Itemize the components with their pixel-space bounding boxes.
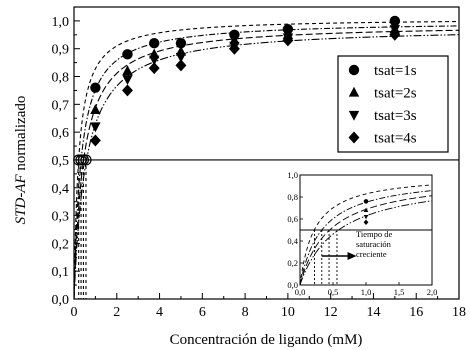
legend: tsat=1s tsat=2s tsat=3s tsat=4s [337, 55, 449, 153]
y-axis-label-suffix: normalizado [13, 96, 29, 175]
inset-x-tick-label: 0,5 [328, 287, 339, 297]
inset-x-tick-label: 2,0 [427, 287, 438, 297]
x-tick-label: 16 [409, 305, 423, 320]
data-point [149, 37, 160, 49]
legend-label-3: tsat=3s [374, 108, 417, 124]
data-point [175, 59, 187, 72]
y-tick-label: 0,1 [52, 265, 70, 280]
inset-x-tick-label: 1,5 [394, 287, 405, 297]
inset-annotation-line-1: Tiempo de [356, 229, 393, 239]
data-point [148, 62, 160, 75]
inset-y-tick-label: 0,2 [287, 258, 298, 268]
data-point [90, 82, 101, 93]
inset-data-point [363, 214, 369, 220]
y-tick-label: 1,0 [52, 15, 70, 30]
data-point [90, 122, 101, 133]
data-point [282, 34, 294, 47]
legend-label-2: tsat=2s [374, 86, 417, 102]
y-tick-label: 0,2 [52, 237, 70, 252]
inset-y-tick-label: 0,8 [287, 192, 298, 202]
legend-marker-1 [348, 64, 360, 76]
data-point [122, 84, 133, 97]
legend-label-1: tsat=1s [374, 63, 417, 79]
data-point [389, 28, 401, 41]
legend-marker-2 [348, 86, 360, 97]
y-tick-label: 0,6 [52, 126, 70, 141]
data-point [175, 37, 187, 49]
fit-curve-3 [74, 29, 459, 299]
legend-marker-4 [348, 131, 360, 144]
data-point [228, 42, 240, 55]
y-tick-label: 0,9 [52, 43, 70, 58]
inset-y-tick-label: 1,0 [287, 170, 298, 180]
data-point [90, 104, 101, 115]
x-tick-label: 2 [113, 305, 120, 320]
x-tick-label: 12 [324, 305, 338, 320]
annotation-arrow-head [347, 252, 357, 260]
inset-y-tick-label: 0,0 [287, 280, 298, 290]
inset-x-tick-label: 1,0 [361, 287, 372, 297]
y-axis-label-prefix: STD-AF [13, 174, 29, 225]
inset-x-tick-label: 0,0 [295, 287, 306, 297]
x-tick-label: 4 [156, 305, 163, 320]
series-4-points [89, 28, 401, 147]
kd-marker-4 [80, 154, 92, 166]
y-axis-label: STD-AF normalizado [13, 96, 29, 225]
x-tick-label: 6 [199, 305, 206, 320]
y-tick-label: 0,0 [52, 293, 70, 308]
inset-y-tick-label: 0,4 [287, 236, 298, 246]
legend-marker-3 [348, 110, 360, 121]
data-point [122, 65, 133, 76]
y-tick-label: 0,7 [52, 98, 70, 113]
inset-data-point [363, 207, 369, 213]
x-tick-label: 0 [71, 305, 78, 320]
series-1-points [90, 15, 401, 93]
fit-curve-1 [74, 20, 459, 299]
inset-annotation-line-2: saturación [356, 239, 392, 249]
x-axis-label: Concentración de ligando (mM) [170, 332, 363, 348]
x-tick-label: 10 [281, 305, 295, 320]
main-plot-area: 0 2 4 6 8 10 12 14 16 18 0,0 0,1 0,2 0,3 0,4 0,5 0,6 0,7 0… [52, 6, 466, 320]
inset-annotation-line-3: creciente [356, 249, 387, 259]
x-tick-label: 14 [366, 305, 380, 320]
inset-y-tick-label: 0,6 [287, 214, 298, 224]
inset-fit-curve-1 [300, 184, 432, 285]
x-tick-label: 18 [452, 305, 466, 320]
fit-curve-4 [74, 34, 459, 299]
x-tick-label: 8 [242, 305, 249, 320]
y-tick-label: 0,4 [52, 182, 70, 197]
y-tick-label: 0,8 [52, 71, 70, 86]
data-point [122, 75, 133, 86]
data-point [389, 15, 401, 27]
inset-data-point [363, 219, 369, 225]
data-point [122, 49, 133, 60]
data-point [89, 134, 101, 147]
data-point [175, 52, 187, 63]
y-tick-label: 0,5 [52, 154, 70, 169]
legend-label-4: tsat=4s [374, 131, 417, 147]
data-point [149, 55, 160, 66]
y-tick-label: 0,3 [52, 210, 70, 225]
inset-data-point [363, 199, 369, 204]
